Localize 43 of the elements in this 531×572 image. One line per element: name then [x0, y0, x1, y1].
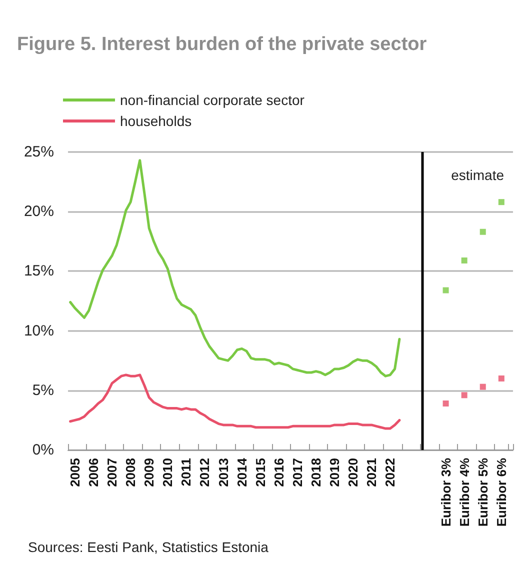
x-tick-label: 2020	[346, 458, 361, 487]
point	[498, 199, 504, 206]
x-tick-label: 2011	[178, 458, 194, 486]
legend-label: households	[120, 113, 192, 129]
x-tick-label: 2012	[197, 458, 212, 487]
source-note: Sources: Eesti Pank, Statistics Estonia	[28, 539, 269, 555]
x-tick-label: 2005	[67, 458, 82, 487]
point	[442, 400, 449, 407]
x-tick-label: Euribor 3%	[438, 458, 454, 527]
annotation: estimate	[451, 167, 504, 183]
x-tick-label: Euribor 5%	[475, 458, 490, 527]
x-tick-label: 2013	[216, 458, 231, 487]
y-tick-label: 0%	[32, 442, 54, 458]
y-tick-label: 25%	[24, 144, 54, 160]
y-tick-label: 15%	[24, 262, 54, 280]
x-tick-label: 2006	[86, 458, 101, 487]
x-tick-label: 2018	[308, 458, 324, 487]
x-tick-label: 2017	[290, 458, 305, 487]
y-tick-label: 5%	[32, 382, 54, 399]
point	[442, 287, 449, 294]
point	[461, 257, 468, 264]
point	[480, 228, 486, 235]
y-tick-label: 20%	[24, 203, 54, 220]
x-tick-label: Euribor 4%	[456, 458, 472, 527]
point	[461, 392, 468, 398]
chart-title: Figure 5. Interest burden of the private sector	[17, 34, 428, 55]
x-tick-label: 2009	[142, 458, 157, 487]
x-tick-label: 2015	[252, 458, 268, 487]
line-series	[69, 374, 401, 430]
x-tick-label: 2021	[364, 458, 380, 487]
x-tick-label: 2022	[382, 458, 398, 487]
line-series	[69, 159, 401, 378]
point	[498, 375, 504, 382]
x-tick-label: 2014	[234, 457, 250, 487]
point	[480, 384, 486, 390]
y-tick-label: 10%	[24, 322, 54, 340]
x-tick-label: 2010	[160, 458, 176, 487]
x-tick-label: 2019	[327, 458, 342, 487]
legend-label: non-financial corporate sector	[120, 92, 305, 108]
x-tick-label: 2008	[123, 458, 138, 487]
x-tick-label: Euribor 6%	[494, 458, 509, 527]
x-tick-label: 2016	[271, 458, 286, 487]
x-tick-label: 2007	[104, 458, 120, 487]
